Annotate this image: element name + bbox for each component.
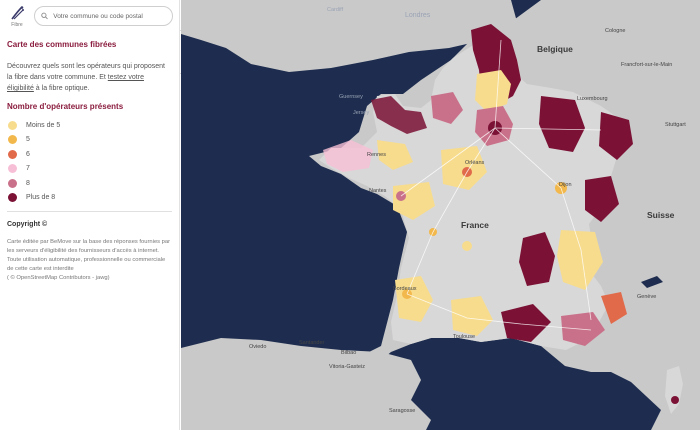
- label-geneve: Genève: [637, 294, 657, 300]
- label-oviedo: Oviedo: [249, 344, 267, 350]
- zone-lorraine: [599, 112, 633, 160]
- zone-limoges: [462, 241, 472, 251]
- label-belgique: Belgique: [537, 44, 573, 54]
- zone-normandie-east: [431, 92, 463, 124]
- label-cardiff: Cardiff: [327, 7, 344, 13]
- label-santander: Santander: [299, 340, 325, 346]
- copyright-title: Copyright ©: [7, 221, 48, 228]
- legend-swatch: [8, 120, 17, 130]
- search-box[interactable]: [34, 6, 173, 26]
- legend-swatch: [8, 135, 17, 145]
- map[interactable]: Cardiff Londres Belgique Cologne Francfo…: [181, 0, 700, 430]
- legend-item: 6: [7, 147, 172, 162]
- legend-swatch: [8, 164, 17, 174]
- search-input[interactable]: [53, 12, 166, 20]
- intro-text: Découvrez quels sont les opérateurs qui …: [7, 61, 172, 94]
- label-orleans: Orléans: [465, 160, 485, 166]
- topbar: Fibre: [0, 0, 179, 32]
- label-suisse: Suisse: [647, 210, 675, 220]
- copyright-text: Carte éditée par BeMove sur la base des …: [7, 238, 172, 283]
- label-nantes: Nantes: [369, 188, 387, 194]
- legend-swatch: [8, 193, 17, 203]
- zone-corsica: [671, 396, 679, 404]
- fibre-logo[interactable]: Fibre: [6, 3, 28, 29]
- legend-label: Plus de 8: [26, 194, 56, 202]
- zone-cote-azur: [601, 292, 627, 324]
- sidebar-content: Carte des communes fibrées Découvrez que…: [0, 32, 179, 283]
- legend-title: Nombre d'opérateurs présents: [7, 102, 124, 111]
- fibre-logo-icon: [11, 5, 24, 19]
- label-dijon: Dijon: [559, 182, 572, 188]
- label-bilbao: Bilbao: [341, 350, 357, 356]
- label-stuttgart: Stuttgart: [665, 122, 686, 128]
- legend-label: 8: [26, 179, 30, 187]
- map-attribution: ( © OpenStreetMap Contributors - jawg): [7, 275, 110, 281]
- zone-pays-loire: [393, 182, 435, 220]
- label-toulouse: Toulouse: [453, 334, 476, 340]
- land-corsica: [665, 366, 683, 414]
- legend-item: 7: [7, 162, 172, 177]
- zone-bretagne: [323, 140, 373, 172]
- zone-languedoc: [501, 304, 551, 342]
- logo-text: Fibre: [11, 21, 23, 28]
- zone-aquitaine: [395, 276, 433, 322]
- label-frankfurt: Francfort-sur-le-Main: [621, 62, 673, 68]
- roads: [400, 39, 602, 331]
- zone-alsace: [585, 176, 619, 222]
- legend-swatch: [8, 149, 17, 159]
- label-luxembourg: Luxembourg: [577, 96, 608, 102]
- legend-item: 8: [7, 176, 172, 191]
- label-rennes: Rennes: [367, 152, 386, 158]
- land-uk: [181, 0, 517, 72]
- legend-label: 5: [26, 136, 30, 144]
- label-bordeaux: Bordeaux: [393, 286, 417, 292]
- zone-picardie: [475, 70, 511, 112]
- label-cologne: Cologne: [605, 28, 626, 34]
- legend-item: 5: [7, 133, 172, 148]
- label-jersey: Jersey: [353, 110, 370, 116]
- legend: Moins de 5 5 6 7 8 Plus de 8: [7, 118, 172, 205]
- zone-normandie: [371, 96, 427, 134]
- coverage-zones: [323, 24, 679, 404]
- legend-item: Moins de 5: [7, 118, 172, 133]
- map-canvas: [181, 0, 700, 430]
- zone-auvergne: [519, 232, 555, 286]
- label-londres: Londres: [405, 12, 431, 19]
- legend-label: Moins de 5: [26, 121, 61, 129]
- search-icon: [41, 12, 48, 20]
- legend-swatch: [8, 178, 17, 188]
- zone-champagne: [539, 96, 585, 152]
- intro-text-start: Découvrez quels sont les opérateurs qui …: [7, 63, 165, 81]
- legend-label: 6: [26, 150, 30, 158]
- zone-rhone: [557, 230, 603, 290]
- label-guernsey: Guernsey: [339, 94, 363, 100]
- zone-toulouse: [451, 296, 493, 336]
- page-title: Carte des communes fibrées: [7, 40, 117, 49]
- intro-text-end: à la fibre optique.: [33, 85, 90, 92]
- label-vitoria: Vitoria-Gasteiz: [329, 364, 365, 370]
- label-france: France: [461, 220, 489, 230]
- divider: [7, 211, 172, 212]
- legend-item: Plus de 8: [7, 191, 172, 206]
- land-spain: [181, 338, 431, 430]
- legend-label: 7: [26, 165, 30, 173]
- copyright-body: Carte éditée par BeMove sur la base des …: [7, 239, 171, 272]
- lake-geneva: [641, 276, 663, 288]
- label-saragosse: Saragosse: [389, 408, 416, 414]
- eligibility-link[interactable]: testez votre éligibilité: [7, 74, 144, 92]
- sidebar: Fibre Carte des communes fibrées Découvr…: [0, 0, 180, 430]
- zone-bretagne-yellow: [377, 140, 413, 170]
